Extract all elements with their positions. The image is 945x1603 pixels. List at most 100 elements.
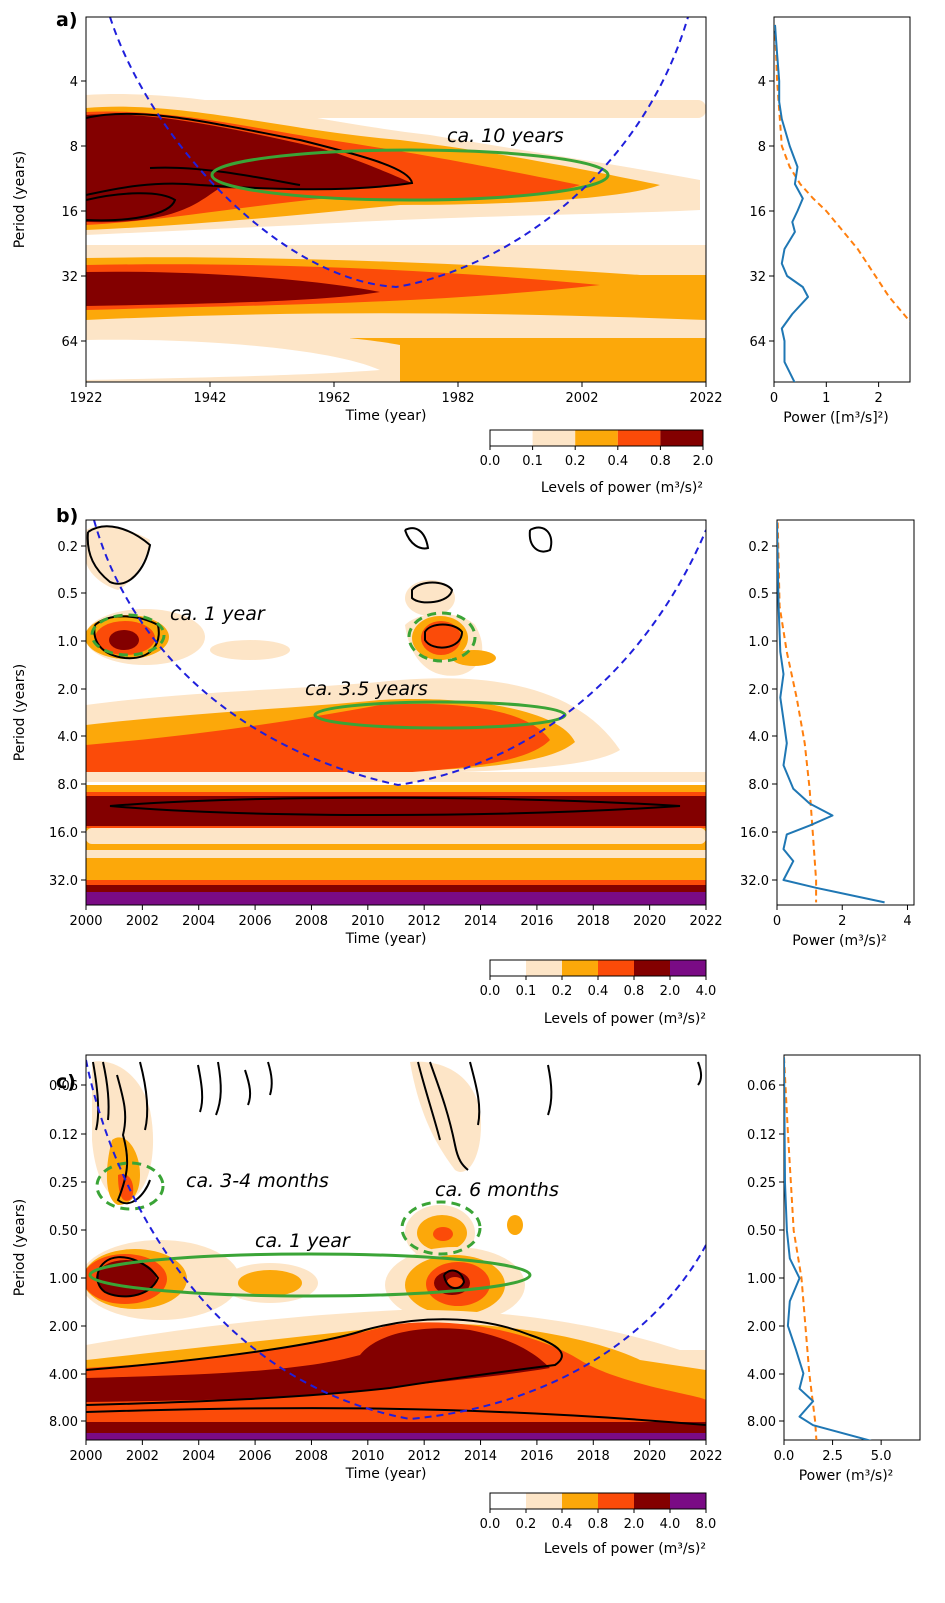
spectrum-x-tick-label: 0 (770, 391, 778, 406)
global-spectrum: 0.2 0.5 1.0 2.0 4.0 8.0 16.0 32.0 0 2 4 Power (m³/s… (740, 519, 915, 949)
power-region (405, 580, 455, 616)
power-region (86, 271, 380, 306)
significance-contour (139, 1061, 149, 1131)
panel-b: 2000 2002 2004 2006 2008 2010 2012 2014 2016 2018… (12, 505, 915, 1027)
colorbar-tick-label: 0.8 (588, 1517, 609, 1532)
panel-c: 2000 2002 2004 2006 2008 2010 2012 2014 2016 2018… (12, 1054, 921, 1557)
period-annotation: ca. 1 year (255, 1230, 351, 1252)
y-tick-label: 32 (61, 270, 78, 285)
annotation-ellipse (90, 613, 166, 657)
plot-frame (85, 1054, 707, 1441)
colorbar-swatch (670, 960, 706, 976)
x-axis-label: Time (year) (345, 931, 427, 947)
colorbar-swatch (598, 1493, 634, 1509)
colorbar-swatch (617, 430, 661, 446)
significance-contour (109, 796, 681, 816)
x-tick-label: 2022 (689, 914, 722, 929)
colorbar-tick-label: 8.0 (696, 1517, 717, 1532)
colorbar-label: Levels of power (m³/s)² (544, 1541, 706, 1557)
cone-of-influence (109, 17, 689, 289)
power-region (86, 772, 706, 782)
spectrum-x-tick-label: 5.0 (871, 1449, 892, 1464)
spectrum-y-tick-label: 4.0 (748, 730, 769, 745)
x-tick-label: 2022 (689, 1449, 722, 1464)
colorbar-label: Levels of power (m³/s)² (541, 480, 703, 496)
spectrum-y-tick-label: 1.0 (748, 635, 769, 650)
spectrum-y-tick-label: 0.50 (747, 1224, 776, 1239)
x-tick-label: 2006 (239, 914, 272, 929)
power-region (238, 1270, 302, 1296)
colorbar-swatch (526, 960, 562, 976)
colorbar-tick-label: 2.0 (660, 984, 681, 999)
colorbar-tick-label: 0.4 (607, 454, 628, 469)
y-tick-label: 0.2 (57, 540, 78, 555)
significance-contour (244, 1069, 252, 1106)
significance-contour (102, 1061, 110, 1121)
heatmap-area (86, 1055, 706, 1440)
spectrum-x-axis-label: Power (m³/s)² (792, 933, 887, 949)
y-tick-label: 8 (70, 140, 78, 155)
annotation-ellipse (95, 1161, 165, 1211)
spectrum-y-tick-label: 16.0 (740, 826, 769, 841)
spectrum-y-tick-label: 8.0 (748, 778, 769, 793)
y-tick-label: 16.0 (49, 826, 78, 841)
colorbar-tick-label: 0.0 (480, 1517, 501, 1532)
spectrum-y-tick-label: 8.00 (747, 1415, 776, 1430)
spectrum-x-axis-label: Power ([m³/s]²) (783, 410, 889, 426)
x-tick-label: 2014 (464, 1449, 497, 1464)
x-tick-label: 2018 (577, 914, 610, 929)
colorbar-swatch (532, 430, 576, 446)
x-tick-label: 2002 (126, 1449, 159, 1464)
panel-label: b) (56, 505, 78, 527)
y-tick-label: 32.0 (49, 874, 78, 889)
significance-contour (697, 1061, 702, 1086)
x-tick-label: 2008 (295, 1449, 328, 1464)
y-tick-label: 16 (61, 205, 78, 220)
power-region (86, 880, 706, 885)
significance-contour (547, 1064, 553, 1116)
plot-frame (85, 519, 707, 906)
significance-contour (86, 1318, 563, 1406)
spectrum-y-tick-label: 0.25 (747, 1176, 776, 1191)
x-axis-label: Time (year) (345, 408, 427, 424)
x-tick-label: 2018 (577, 1449, 610, 1464)
y-tick-label: 0.5 (57, 587, 78, 602)
x-tick-label: 1922 (69, 391, 102, 406)
power-region (86, 1415, 706, 1425)
spectrum-frame (773, 16, 911, 383)
significance-curve (777, 522, 818, 903)
colorbar-swatch (562, 1493, 598, 1509)
annotation-ellipse (210, 148, 610, 202)
colorbar-swatch (598, 960, 634, 976)
colorbar-tick-label: 0.8 (624, 984, 645, 999)
spectrum-y-tick-label: 32 (749, 270, 766, 285)
power-region (447, 1277, 463, 1287)
x-tick-label: 2004 (182, 1449, 215, 1464)
x-tick-label: 2012 (408, 1449, 441, 1464)
spectrum-y-tick-label: 0.5 (748, 587, 769, 602)
period-annotation: ca. 1 year (170, 603, 266, 625)
spectrum-y-tick-label: 0.2 (748, 540, 769, 555)
colorbar-swatch (634, 1493, 670, 1509)
spectrum-y-tick-label: 8 (758, 140, 766, 155)
power-region (86, 1433, 706, 1440)
colorbar: 0.0 0.1 0.2 0.4 0.8 2.0 Levels of power (m³/s)… (480, 429, 713, 496)
heatmap-area (86, 520, 706, 905)
x-tick-label: 2006 (239, 1449, 272, 1464)
y-tick-label: 2.0 (57, 683, 78, 698)
colorbar-tick-label: 0.8 (650, 454, 671, 469)
annotation-ellipse (400, 1200, 482, 1256)
spectrum-y-tick-label: 32.0 (740, 874, 769, 889)
x-tick-label: 2020 (633, 914, 666, 929)
y-axis-label: Period (years) (12, 664, 28, 762)
significance-contour (86, 525, 152, 585)
colorbar-tick-label: 0.0 (480, 454, 501, 469)
cone-of-influence (93, 520, 706, 787)
power-region (86, 1328, 550, 1402)
power-region (86, 892, 706, 905)
significance-contour (86, 112, 414, 196)
spectrum-y-tick-label: 4 (758, 75, 766, 90)
x-tick-label: 2012 (408, 914, 441, 929)
significance-contour (417, 1061, 441, 1141)
